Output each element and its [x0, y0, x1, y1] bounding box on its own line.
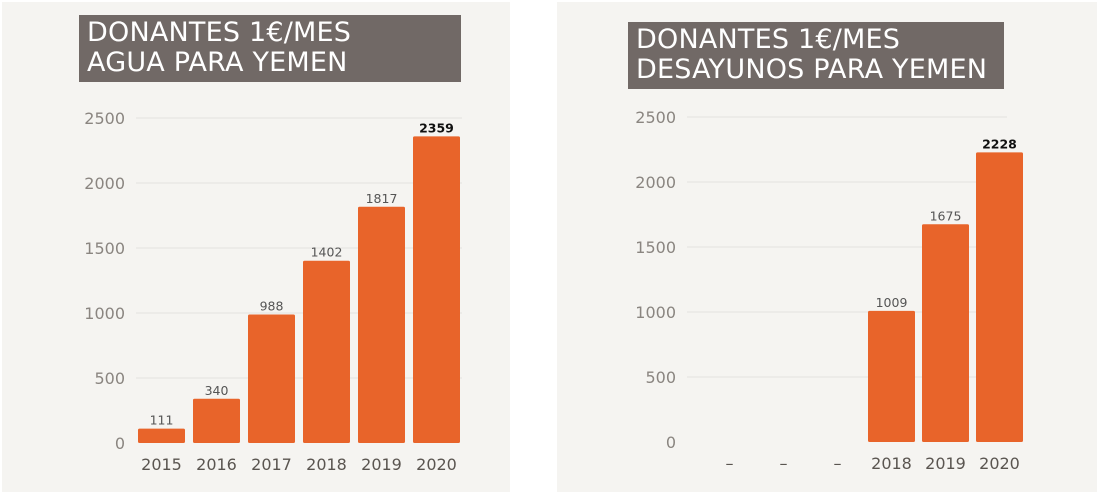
bar-2018: [868, 310, 915, 442]
x-tick-label: 2018: [871, 454, 912, 473]
bar-2015: [138, 428, 185, 443]
x-tick-label: 2015: [141, 455, 182, 474]
value-label: 340: [205, 383, 229, 398]
chart-panel-agua: DONANTES 1€/MES AGUA PARA YEMEN 0 500 1000…: [2, 2, 510, 492]
y-tick-label: 500: [94, 369, 125, 388]
y-tick-label: 1000: [84, 304, 125, 323]
value-label: 2228: [982, 136, 1017, 151]
bar-chart-agua: 0 500 1000 1500 2000 2500 111 2015 340 2016 988 201…: [84, 109, 462, 474]
y-tick-label: 0: [115, 434, 125, 453]
x-tick-label: 2019: [925, 454, 966, 473]
chart-title-agua: DONANTES 1€/MES AGUA PARA YEMEN: [79, 15, 461, 82]
y-tick-label: 2500: [84, 109, 125, 128]
value-label: 1817: [366, 191, 398, 206]
y-tick-label: 2500: [635, 108, 676, 127]
bar-2018: [303, 260, 350, 443]
value-label: 2359: [419, 120, 454, 135]
bar-2020: [976, 152, 1023, 443]
y-tick-label: 500: [645, 368, 676, 387]
x-tick-label: –: [780, 454, 788, 473]
bar-2019: [922, 224, 969, 442]
x-tick-label: –: [726, 454, 734, 473]
bar-2017: [248, 314, 295, 443]
y-tick-label: 0: [666, 433, 676, 452]
value-label: 1009: [876, 295, 908, 310]
y-tick-label: 1500: [635, 238, 676, 257]
x-tick-label: 2016: [196, 455, 237, 474]
x-tick-label: 2020: [979, 454, 1020, 473]
value-label: 1675: [930, 208, 962, 223]
x-tick-label: 2019: [361, 455, 402, 474]
value-label: 111: [150, 413, 174, 428]
y-tick-label: 1500: [84, 239, 125, 258]
value-label: 1402: [311, 245, 343, 260]
x-tick-label: 2018: [306, 455, 347, 474]
chart-title-line-1: DONANTES 1€/MES: [636, 24, 901, 55]
y-tick-label: 1000: [635, 303, 676, 322]
chart-title-desayunos: DONANTES 1€/MES DESAYUNOS PARA YEMEN: [628, 22, 1004, 89]
y-tick-label: 2000: [635, 173, 676, 192]
chart-title-line-1: DONANTES 1€/MES: [87, 17, 352, 48]
bar-2019: [358, 206, 405, 443]
bar-2020: [413, 136, 460, 443]
value-label: 988: [260, 299, 284, 314]
x-tick-label: 2017: [251, 455, 292, 474]
chart-title-line-2: DESAYUNOS PARA YEMEN: [636, 54, 988, 85]
chart-panel-desayunos: DONANTES 1€/MES DESAYUNOS PARA YEMEN 0 50…: [557, 2, 1097, 492]
chart-title-line-2: AGUA PARA YEMEN: [87, 47, 348, 78]
bar-chart-desayunos: 0 500 1000 1500 2000 2500 – – – 1009 2018 1675 2019 2…: [635, 108, 1023, 473]
x-tick-label: –: [834, 454, 842, 473]
y-tick-label: 2000: [84, 174, 125, 193]
x-tick-label: 2020: [416, 455, 457, 474]
bar-2016: [193, 398, 240, 443]
